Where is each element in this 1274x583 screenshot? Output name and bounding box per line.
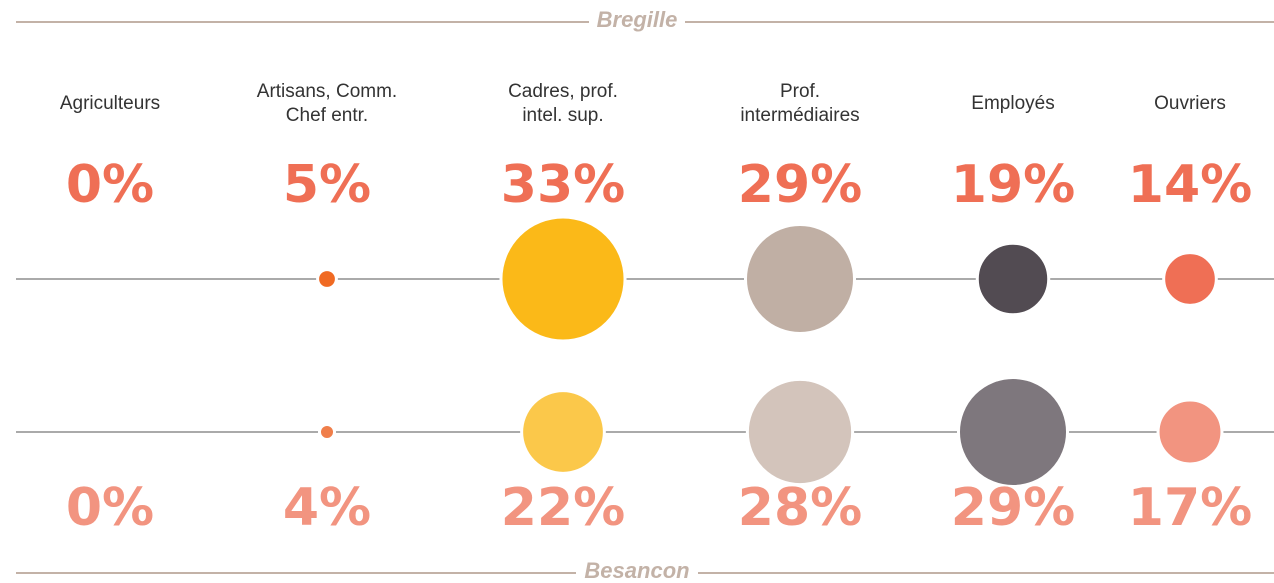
value-label: 29% <box>737 155 863 215</box>
value-label: 19% <box>950 155 1076 215</box>
value-label: 0% <box>65 478 155 538</box>
bubble <box>317 422 337 442</box>
bubble <box>520 389 606 475</box>
bubble <box>745 377 855 487</box>
bubble <box>956 375 1070 489</box>
value-label: 33% <box>500 155 626 215</box>
bubble <box>1156 398 1224 466</box>
category-label: Ouvriers <box>1154 93 1226 114</box>
category-label: Agriculteurs <box>59 93 161 114</box>
bubble <box>743 222 857 336</box>
bubble <box>316 268 338 290</box>
value-label: 0% <box>65 155 155 215</box>
value-label: 28% <box>737 478 863 538</box>
category-label: Prof. intermédiaires <box>740 81 860 126</box>
value-label: 29% <box>950 478 1076 538</box>
value-label: 4% <box>282 478 372 538</box>
value-label: 14% <box>1127 155 1253 215</box>
category-label: Cadres, prof. intel. sup. <box>508 81 618 126</box>
bubble <box>975 241 1051 317</box>
series-title: Bregille <box>0 7 1274 33</box>
value-label: 22% <box>500 478 626 538</box>
value-label: 5% <box>282 155 372 215</box>
category-label: Artisans, Comm. Chef entr. <box>256 81 398 126</box>
bubble <box>499 215 627 343</box>
value-label: 17% <box>1127 478 1253 538</box>
series-title: Besancon <box>0 558 1274 583</box>
category-label: Employés <box>971 93 1055 114</box>
bubble <box>1162 251 1218 307</box>
